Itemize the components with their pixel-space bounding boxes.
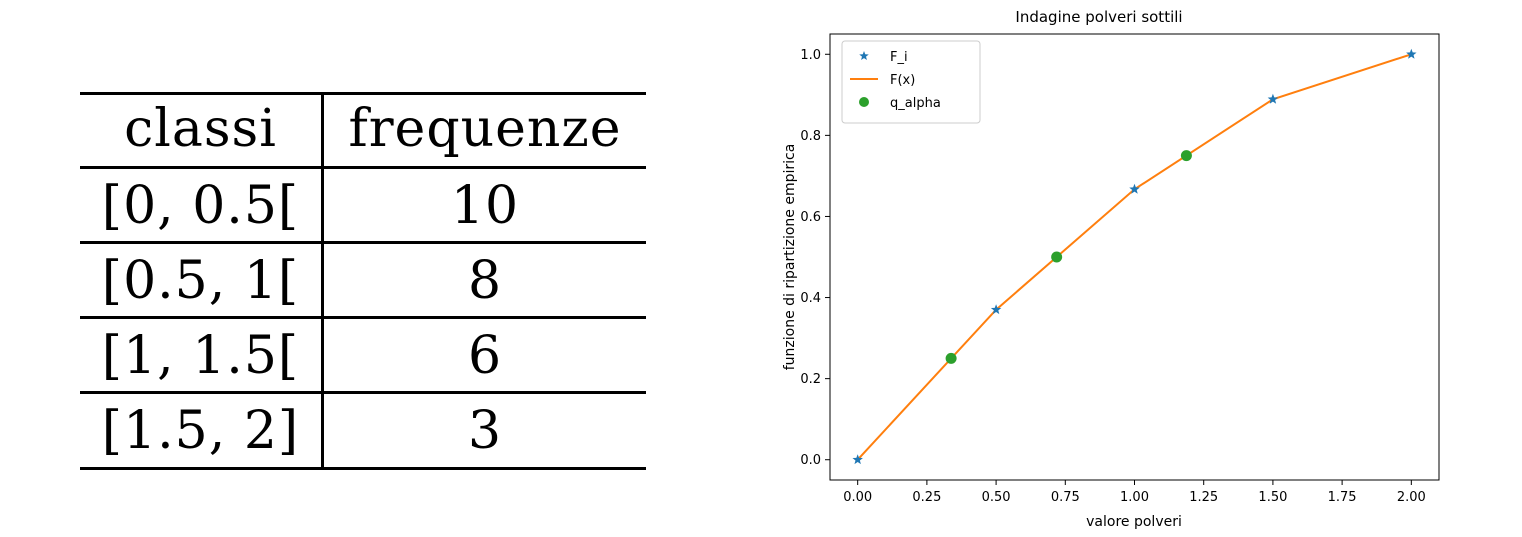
x-tick-label: 0.75 [1051, 490, 1080, 505]
legend: F_i F(x) q_alpha [841, 40, 981, 124]
table-cell-class: [0.5, 1[ [101, 251, 300, 311]
header-classi: classi [124, 99, 277, 159]
header-frequenze: frequenze [348, 99, 622, 159]
legend-star-swatch [859, 51, 869, 61]
table-cell-class: [1.5, 2] [101, 401, 300, 461]
table-top-rule [80, 92, 646, 95]
x-axis-label: valore polveri [1086, 514, 1182, 530]
y-tick-label: 0.8 [800, 129, 821, 144]
legend-frame [841, 40, 981, 124]
y-axis-label: funzione di ripartizione empirica [782, 144, 798, 371]
chart-title: Indagine polveri sottili [1015, 8, 1182, 26]
y-tick-label: 0.4 [800, 291, 821, 306]
table-row-rule [80, 241, 646, 244]
table-header-rule [80, 166, 646, 169]
plot-area [852, 48, 1417, 465]
table-column-rule [321, 92, 324, 470]
x-tick-label: 1.00 [1120, 490, 1149, 505]
x-tick-label: 1.75 [1328, 490, 1357, 505]
y-tick-label: 0.0 [800, 453, 821, 468]
table-row-rule [80, 391, 646, 394]
data-point-q-alpha [1051, 251, 1063, 263]
legend-label: F_i [890, 50, 908, 65]
data-point-fi-star [852, 454, 863, 465]
data-point-fi-star [1406, 48, 1417, 59]
data-point-fi-star [1129, 183, 1140, 194]
y-tick-label: 0.6 [800, 210, 821, 225]
table-bottom-rule [80, 467, 646, 470]
x-tick-label: 0.50 [982, 490, 1011, 505]
data-point-q-alpha [945, 352, 957, 364]
table-cell-frequency: 8 [467, 251, 503, 311]
y-tick-label: 1.0 [800, 48, 821, 63]
table-cell-frequency: 10 [450, 176, 520, 236]
x-tick-label: 0.25 [912, 490, 941, 505]
table-cell-class: [1, 1.5[ [101, 326, 300, 386]
y-axis-ticks: 0.0 0.2 0.4 0.6 0.8 1.0 [800, 48, 830, 468]
x-axis-ticks: 0.00 0.25 0.50 0.75 1.00 1.25 1.50 1.75 2.00 [843, 480, 1426, 505]
legend-label: q_alpha [890, 96, 941, 111]
x-tick-label: 1.25 [1189, 490, 1218, 505]
data-point-fi-star [1267, 93, 1279, 104]
table-row-rule [80, 316, 646, 319]
axes-frame [829, 33, 1440, 481]
x-tick-label: 0.00 [843, 490, 872, 505]
y-tick-label: 0.2 [800, 372, 821, 387]
x-tick-label: 2.00 [1397, 490, 1426, 505]
x-tick-label: 1.50 [1258, 490, 1287, 505]
frequency-table: classi frequenze [0, 0.5[ 10 [0.5, 1[ 8 … [80, 92, 646, 470]
legend-label: F(x) [890, 73, 915, 88]
data-point-fi-star [990, 304, 1002, 315]
table-cell-frequency: 3 [467, 401, 503, 461]
ecdf-chart: Indagine polveri sottili 0.00 0.25 0.50 0.7… [782, 8, 1440, 530]
table-cell-class: [0, 0.5[ [101, 176, 300, 236]
table-cell-frequency: 6 [467, 326, 503, 386]
data-point-q-alpha [1180, 150, 1192, 162]
legend-circle-swatch [859, 97, 869, 107]
